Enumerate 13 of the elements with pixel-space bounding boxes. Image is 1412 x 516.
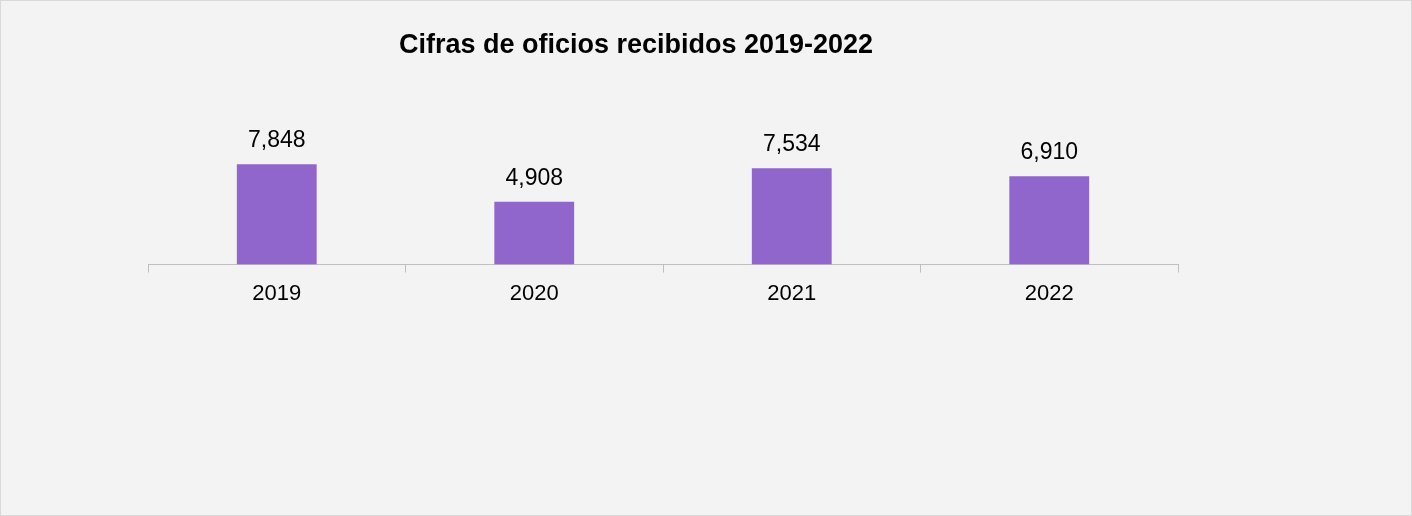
bar (236, 164, 317, 265)
data-label: 6,910 (1020, 138, 1079, 165)
x-tick-label: 2020 (509, 279, 559, 305)
bar (751, 168, 832, 265)
bar (494, 201, 575, 265)
x-tick-label: 2019 (252, 279, 302, 305)
data-label: 7,534 (762, 130, 821, 157)
x-tick-label: 2021 (767, 279, 817, 305)
chart-title: Cifras de oficios recibidos 2019-2022 (397, 29, 875, 60)
data-label: 7,848 (247, 126, 306, 153)
x-tick-label: 2022 (1024, 279, 1074, 305)
bar (1009, 176, 1090, 265)
data-label: 4,908 (505, 163, 564, 190)
